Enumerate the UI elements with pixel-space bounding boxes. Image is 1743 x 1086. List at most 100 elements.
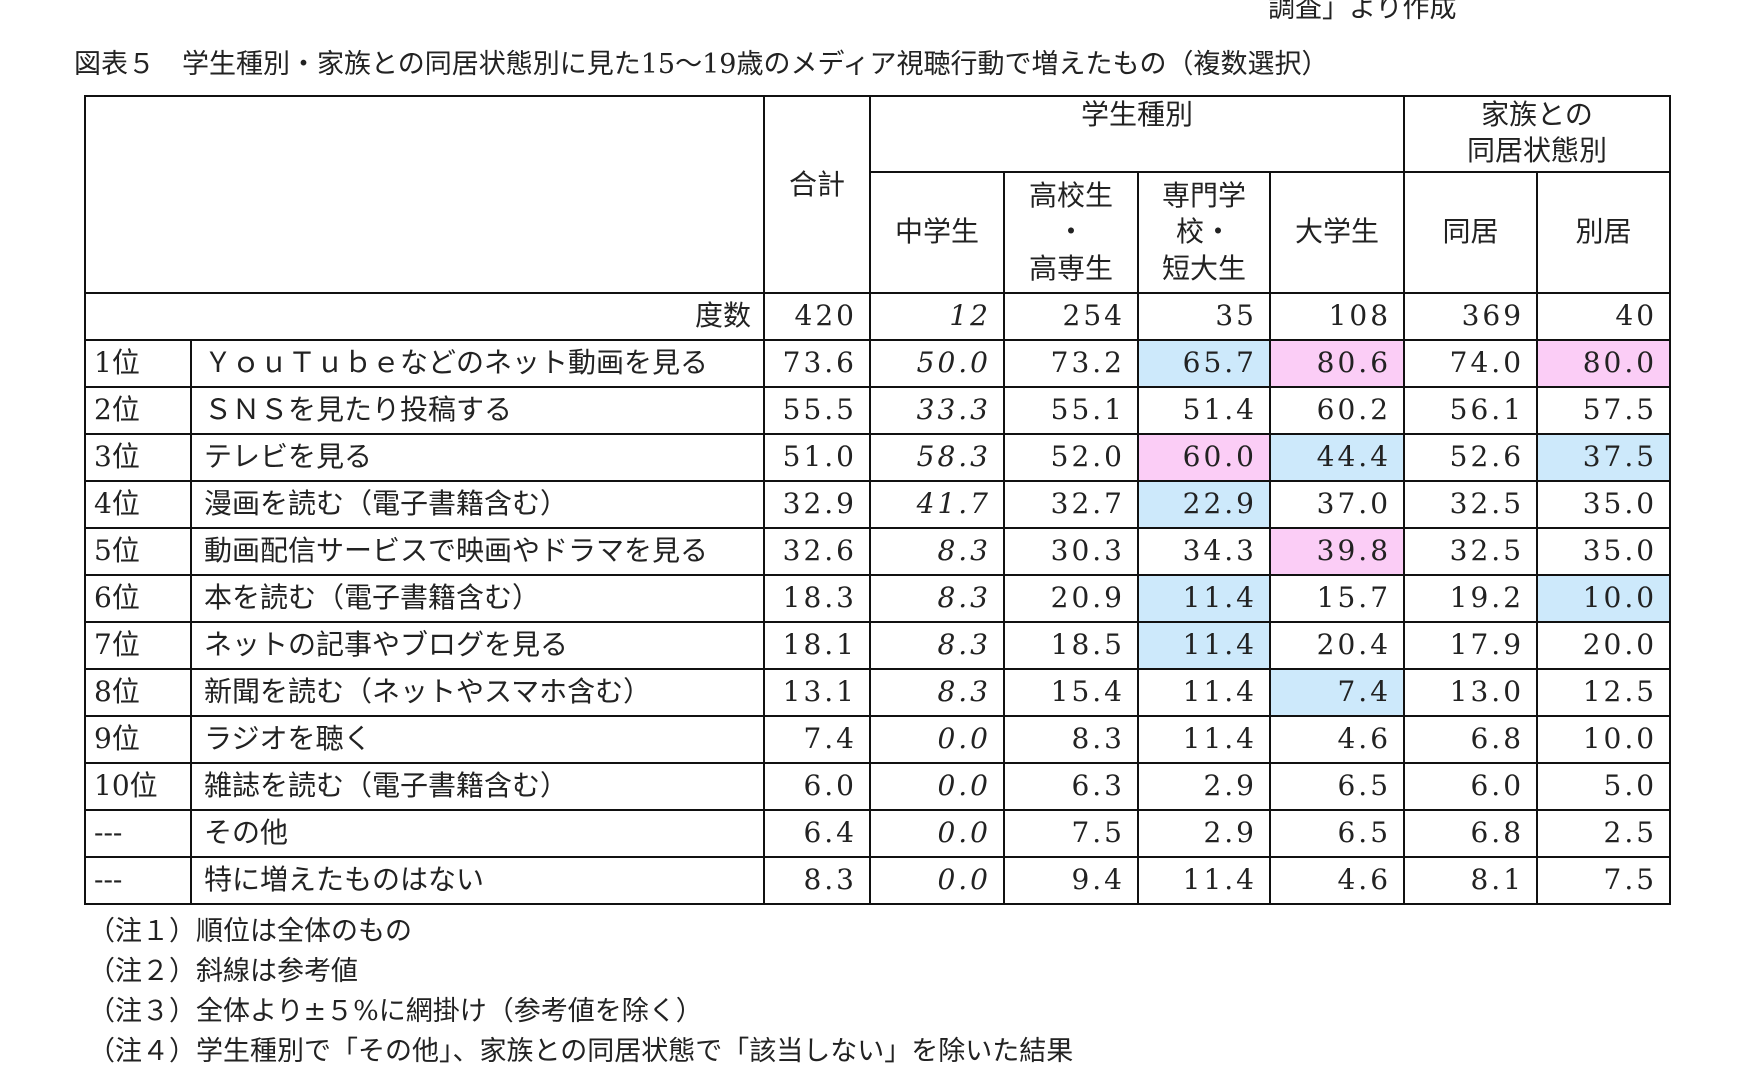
note: （注４）学生種別で「その他」、家族との同居状態で「該当しない」を除いた結果 xyxy=(88,1036,1074,1067)
group-header: 学生種別 xyxy=(868,95,1406,173)
value-cell: 32.9 xyxy=(763,480,871,529)
value-cell: 8.3 xyxy=(1003,715,1139,764)
data-row: 6位 本を読む（電子書籍含む） 18.3 8.3 20.9 11.4 15.7 19.2 10.… xyxy=(84,574,1672,623)
value-cell: 37.0 xyxy=(1268,480,1406,529)
value-cell: 4.6 xyxy=(1268,715,1406,764)
counts-row: 度数 420 12 254 35 108 369 40 xyxy=(84,292,1672,341)
value-cell: 8.1 xyxy=(1403,856,1539,905)
column-header: 専門学 校・ 短大生 xyxy=(1137,171,1271,294)
data-row: 4位 漫画を読む（電子書籍含む） 32.9 41.7 32.7 22.9 37.0 32.5 3… xyxy=(84,480,1672,529)
value-cell: 6.8 xyxy=(1403,809,1539,858)
value-cell: 50.0 xyxy=(869,339,1005,388)
value-cell: 0.0 xyxy=(869,856,1005,905)
count-cell: 12 xyxy=(869,292,1005,341)
value-cell: 22.9 xyxy=(1137,480,1271,529)
count-cell: 108 xyxy=(1268,292,1406,341)
value-cell: 20.4 xyxy=(1268,621,1406,670)
value-cell: 51.4 xyxy=(1137,386,1271,435)
item-label: 本を読む（電子書籍含む） xyxy=(190,574,765,623)
data-row: 10位 雑誌を読む（電子書籍含む） 6.0 0.0 6.3 2.9 6.5 6.0 5.0 xyxy=(84,762,1672,811)
item-label: 特に増えたものはない xyxy=(190,856,765,905)
count-cell: 254 xyxy=(1003,292,1139,341)
data-row: 8位 新聞を読む（ネットやスマホ含む） 13.1 8.3 15.4 11.4 7.4 13.0… xyxy=(84,668,1672,717)
value-cell: 11.4 xyxy=(1137,621,1271,670)
value-cell: 58.3 xyxy=(869,433,1005,482)
value-cell: 32.7 xyxy=(1003,480,1139,529)
item-label: 動画配信サービスで映画やドラマを見る xyxy=(190,527,765,576)
value-cell: 2.9 xyxy=(1137,762,1271,811)
value-cell: 2.5 xyxy=(1536,809,1672,858)
value-cell: 4.6 xyxy=(1268,856,1406,905)
value-cell: 11.4 xyxy=(1137,856,1271,905)
value-cell: 10.0 xyxy=(1536,715,1672,764)
value-cell: 5.0 xyxy=(1536,762,1672,811)
table: 合計 学生種別 家族との 同居状態別中学生 高校生 ・ 高専生 専門学 校・ 短大生 大学… xyxy=(84,95,1672,905)
rank-cell: 1位 xyxy=(84,339,192,388)
value-cell: 6.4 xyxy=(763,809,871,858)
data-row: 1位 ＹｏｕＴｕｂｅなどのネット動画を見る 73.6 50.0 73.2 65.7 80.6… xyxy=(84,339,1672,388)
value-cell: 0.0 xyxy=(869,715,1005,764)
value-cell: 33.3 xyxy=(869,386,1005,435)
data-row: 7位 ネットの記事やブログを見る 18.1 8.3 18.5 11.4 20.4 17.9 20… xyxy=(84,621,1672,670)
note: （注２）斜線は参考値 xyxy=(88,956,358,987)
value-cell: 18.5 xyxy=(1003,621,1139,670)
value-cell: 7.4 xyxy=(1268,668,1406,717)
column-header: 中学生 xyxy=(869,171,1005,294)
value-cell: 8.3 xyxy=(869,527,1005,576)
data-row: --- 特に増えたものはない 8.3 0.0 9.4 11.4 4.6 8.1 7.5 xyxy=(84,856,1672,905)
value-cell: 20.9 xyxy=(1003,574,1139,623)
value-cell: 32.5 xyxy=(1403,527,1539,576)
count-cell: 40 xyxy=(1536,292,1672,341)
data-row: --- その他 6.4 0.0 7.5 2.9 6.5 6.8 2.5 xyxy=(84,809,1672,858)
title: 図表５ 学生種別・家族との同居状態別に見た15～19歳のメディア視聴行動で増えた… xyxy=(74,49,1329,80)
value-cell: 52.6 xyxy=(1403,433,1539,482)
top-note: 調査」より作成 xyxy=(1268,0,1457,24)
value-cell: 10.0 xyxy=(1536,574,1672,623)
value-cell: 73.2 xyxy=(1003,339,1139,388)
value-cell: 73.6 xyxy=(763,339,871,388)
value-cell: 57.5 xyxy=(1536,386,1672,435)
value-cell: 20.0 xyxy=(1536,621,1672,670)
item-label: ネットの記事やブログを見る xyxy=(190,621,765,670)
value-cell: 6.0 xyxy=(763,762,871,811)
count-cell: 35 xyxy=(1137,292,1271,341)
corner-cell xyxy=(84,95,765,294)
value-cell: 6.5 xyxy=(1268,762,1406,811)
item-label: ラジオを聴く xyxy=(190,715,765,764)
value-cell: 15.4 xyxy=(1003,668,1139,717)
rank-cell: 9位 xyxy=(84,715,192,764)
column-header: 大学生 xyxy=(1268,171,1406,294)
value-cell: 18.1 xyxy=(763,621,871,670)
value-cell: 6.3 xyxy=(1003,762,1139,811)
column-header: 高校生 ・ 高専生 xyxy=(1003,171,1139,294)
value-cell: 12.5 xyxy=(1536,668,1672,717)
rank-cell: --- xyxy=(84,809,192,858)
value-cell: 8.3 xyxy=(869,574,1005,623)
total-header: 合計 xyxy=(763,95,871,294)
value-cell: 15.7 xyxy=(1268,574,1406,623)
value-cell: 39.8 xyxy=(1268,527,1406,576)
value-cell: 56.1 xyxy=(1403,386,1539,435)
rank-cell: 4位 xyxy=(84,480,192,529)
item-label: 新聞を読む（ネットやスマホ含む） xyxy=(190,668,765,717)
value-cell: 60.0 xyxy=(1137,433,1271,482)
item-label: ＹｏｕＴｕｂｅなどのネット動画を見る xyxy=(190,339,765,388)
value-cell: 8.3 xyxy=(763,856,871,905)
rank-cell: 6位 xyxy=(84,574,192,623)
value-cell: 8.3 xyxy=(869,668,1005,717)
value-cell: 17.9 xyxy=(1403,621,1539,670)
note: （注３）全体より±５%に網掛け（参考値を除く） xyxy=(88,996,703,1027)
value-cell: 19.2 xyxy=(1403,574,1539,623)
value-cell: 7.4 xyxy=(763,715,871,764)
rank-cell: 8位 xyxy=(84,668,192,717)
value-cell: 41.7 xyxy=(869,480,1005,529)
notes: （注１）順位は全体のもの （注２）斜線は参考値 （注３）全体より±５%に網掛け（参考… xyxy=(88,912,1073,1072)
value-cell: 7.5 xyxy=(1536,856,1672,905)
item-label: 漫画を読む（電子書籍含む） xyxy=(190,480,765,529)
rank-cell: 10位 xyxy=(84,762,192,811)
group-header: 家族との 同居状態別 xyxy=(1403,95,1672,173)
value-cell: 13.1 xyxy=(763,668,871,717)
value-cell: 7.5 xyxy=(1003,809,1139,858)
value-cell: 11.4 xyxy=(1137,574,1271,623)
